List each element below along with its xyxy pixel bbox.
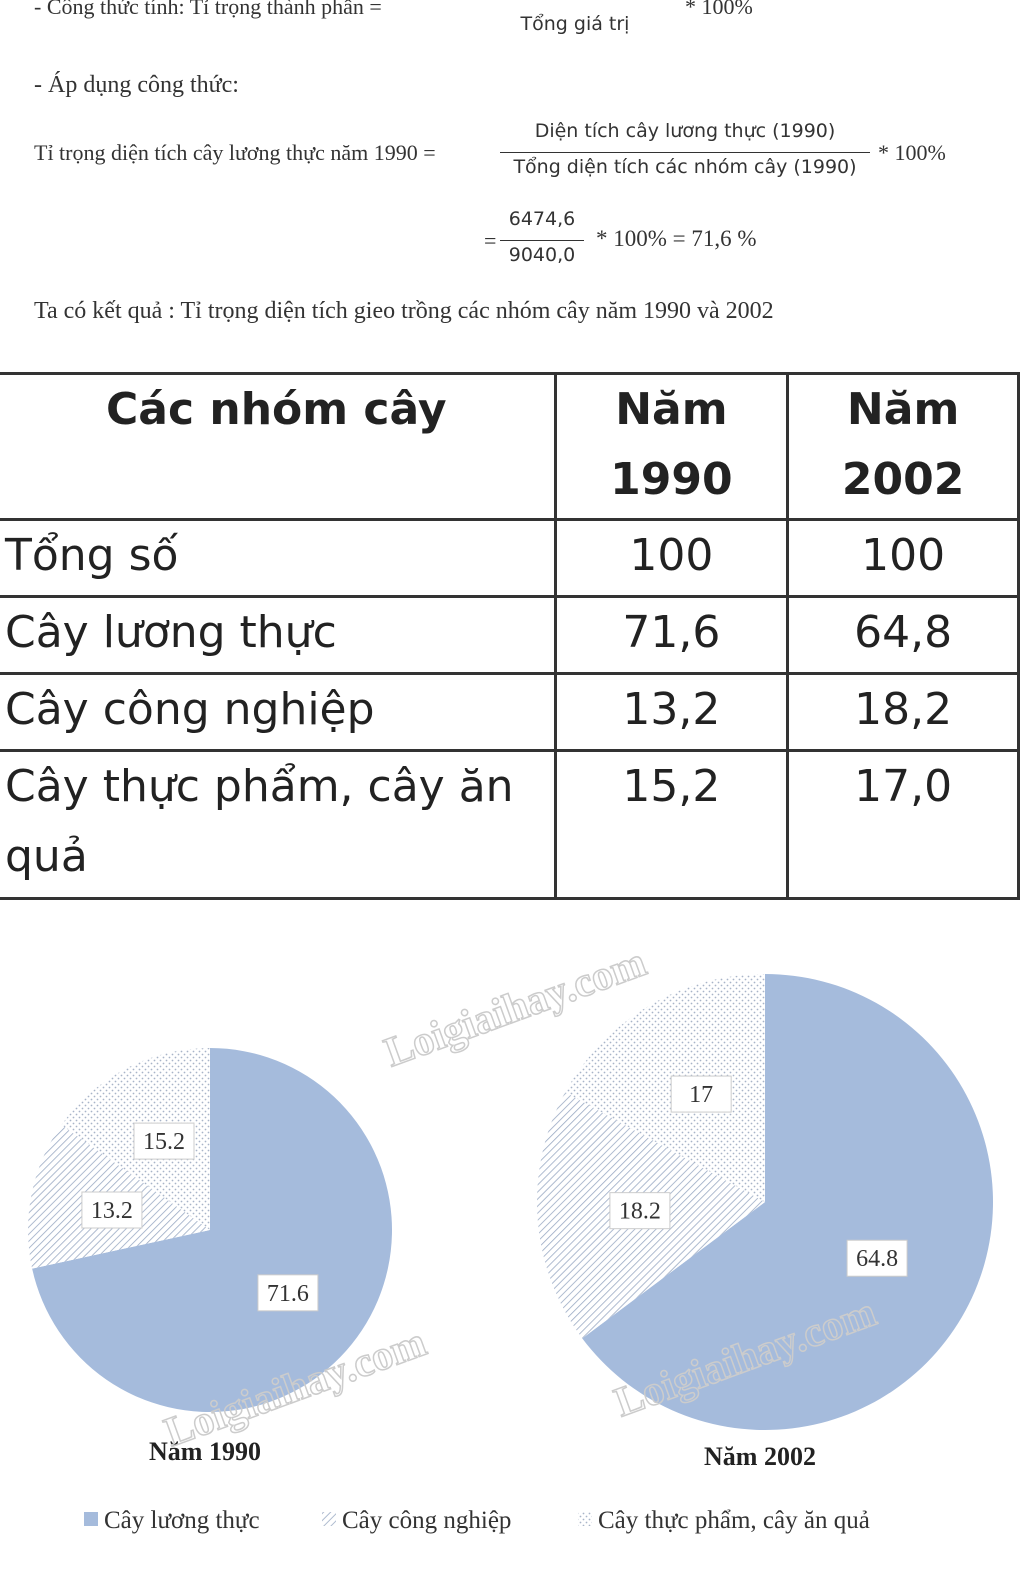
- table-cell: 17,0: [786, 749, 1020, 900]
- value-label: 71.6: [267, 1281, 309, 1307]
- pie-slice: [32, 1048, 392, 1412]
- table-cell: 13,2: [553, 672, 790, 752]
- value-label: 18.2: [619, 1199, 661, 1225]
- formula-numerator: 6474,6: [508, 208, 576, 230]
- chart-title: Năm 1990: [149, 1437, 261, 1466]
- formula-numerator: Diện tích cây lương thực (1990): [534, 120, 836, 142]
- table-cell: 71,6: [553, 595, 790, 675]
- header-cell: Năm 1990: [553, 372, 790, 521]
- table-cell: Cây lương thực: [0, 595, 557, 675]
- table-cell: Tổng số: [0, 518, 557, 598]
- formula-text: - Công thức tính: Tỉ trọng thành phần =: [34, 0, 382, 19]
- formula-text: =: [484, 228, 497, 253]
- table-cell: 64,8: [786, 595, 1020, 675]
- formula-text: Tỉ trọng diện tích cây lương thực năm 19…: [34, 140, 436, 165]
- pie-slice: [565, 974, 765, 1202]
- legend-label: Cây lương thực: [104, 1507, 260, 1534]
- label-box: [81, 1191, 143, 1229]
- label-box: [846, 1239, 908, 1277]
- legend-swatch: [578, 1512, 592, 1526]
- legend-label: Cây thực phẩm, cây ăn quả: [598, 1507, 870, 1534]
- table-cell: 100: [553, 518, 790, 598]
- formula-text: * 100%: [878, 140, 946, 165]
- label-box: [133, 1122, 195, 1160]
- table-cell: 15,2: [553, 749, 790, 900]
- result-text: Ta có kết quả : Tỉ trọng diện tích gieo …: [34, 298, 774, 324]
- formula-text: * 100% = 71,6 %: [596, 226, 757, 251]
- formula-text: - Áp dụng công thức:: [34, 72, 239, 98]
- value-label: 15.2: [143, 1129, 185, 1155]
- chart-title: Năm 2002: [704, 1442, 816, 1471]
- table-cell: Cây công nghiệp: [0, 672, 557, 752]
- header-cell: Năm 2002: [786, 372, 1020, 521]
- legend-label: Cây công nghiệp: [342, 1507, 511, 1534]
- formula-denominator: Tổng diện tích các nhóm cây (1990): [500, 152, 870, 178]
- formula-denominator: 9040,0: [500, 240, 584, 266]
- table-cell: 18,2: [786, 672, 1020, 752]
- table-cell: 100: [786, 518, 1020, 598]
- label-box: [670, 1075, 732, 1113]
- legend-swatch: [84, 1512, 98, 1526]
- header-cell: Các nhóm cây: [0, 372, 557, 521]
- legend-swatch: [322, 1512, 336, 1526]
- data-table: Các nhóm cây Năm 1990 Năm 2002 Tổng số 100 1…: [0, 372, 1020, 900]
- label-box: [257, 1274, 319, 1312]
- label-box: [609, 1192, 671, 1230]
- value-label: 17: [689, 1082, 713, 1108]
- pie-slice: [582, 974, 993, 1430]
- formula-text: * 100%: [685, 0, 753, 19]
- value-label: 13.2: [91, 1198, 133, 1224]
- table-cell: Cây thực phẩm, cây ăn quả: [0, 749, 557, 900]
- value-label: 64.8: [856, 1246, 898, 1272]
- formula-denominator: Tổng giá trị: [470, 0, 680, 35]
